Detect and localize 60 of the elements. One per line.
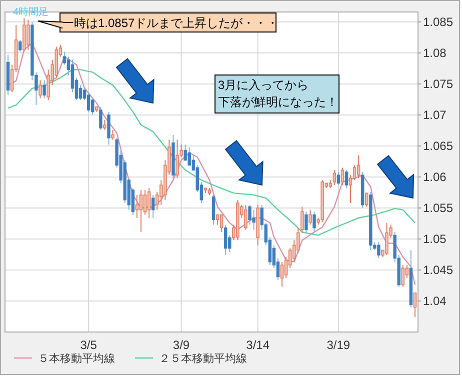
candlestick <box>336 172 340 186</box>
candlestick <box>356 154 360 179</box>
candlestick <box>151 194 155 218</box>
candlestick <box>377 242 380 259</box>
candlestick <box>107 111 110 146</box>
candlestick <box>365 192 368 208</box>
candlestick <box>413 292 417 318</box>
candlestick <box>147 188 151 218</box>
y-tick-label: 1.075 <box>423 76 454 91</box>
candlestick <box>99 106 102 130</box>
y-tick-label: 1.065 <box>423 138 454 153</box>
y-tick-label: 1.08 <box>423 46 447 60</box>
line-series <box>7 42 416 286</box>
y-tick-label: 1.06 <box>423 170 447 184</box>
candlestick <box>248 204 252 226</box>
candlestick <box>385 222 388 256</box>
candlestick <box>340 167 344 186</box>
candlestick <box>111 129 114 140</box>
annotation: 3月に入ってから <box>218 78 309 92</box>
legend-label: ５本移動平均線 <box>38 352 115 365</box>
x-tick-label: 3/19 <box>326 338 350 352</box>
candlestick <box>103 119 106 130</box>
candlestick <box>139 189 143 233</box>
candlestick <box>42 80 46 99</box>
candlestick <box>216 214 220 226</box>
candlestick <box>38 80 42 99</box>
candlestick <box>300 206 304 234</box>
candlestick <box>143 189 147 216</box>
candlestick <box>224 224 228 256</box>
candlestick <box>312 211 316 233</box>
candlestick <box>212 194 216 226</box>
candlestick <box>244 204 248 230</box>
candlestick <box>401 264 404 288</box>
annotation: 下落が鮮明になった！ <box>218 95 338 109</box>
candlestick <box>280 261 284 288</box>
candlestick <box>91 98 94 116</box>
legend-label: ２５本移動平均線 <box>159 352 247 365</box>
y-tick-label: 1.04 <box>423 294 447 308</box>
candlestick <box>308 209 312 226</box>
candlestick <box>220 214 224 233</box>
y-tick-label: 1.045 <box>423 262 454 277</box>
candlestick <box>176 139 179 179</box>
line-series <box>7 69 416 236</box>
candlestick <box>87 92 90 112</box>
candlestick <box>135 194 139 218</box>
y-tick-label: 1.055 <box>423 200 454 215</box>
y-tick-label: 1.07 <box>423 108 447 122</box>
candlestick <box>18 39 22 52</box>
candlestick <box>332 170 336 186</box>
x-tick-label: 3/9 <box>172 338 190 352</box>
y-tick-label: 1.05 <box>423 232 447 246</box>
candlestick <box>304 211 308 234</box>
x-tick-label: 3/14 <box>246 338 270 352</box>
candlestick <box>252 209 256 230</box>
candlestick <box>344 170 348 189</box>
annotation: 一時は1.0857ドルまで上昇したが・・・ <box>62 16 279 30</box>
y-tick-label: 1.085 <box>423 14 454 29</box>
x-tick-label: 3/5 <box>80 338 98 352</box>
annotation: 4時間足 <box>13 6 49 18</box>
candlestick <box>26 20 30 50</box>
